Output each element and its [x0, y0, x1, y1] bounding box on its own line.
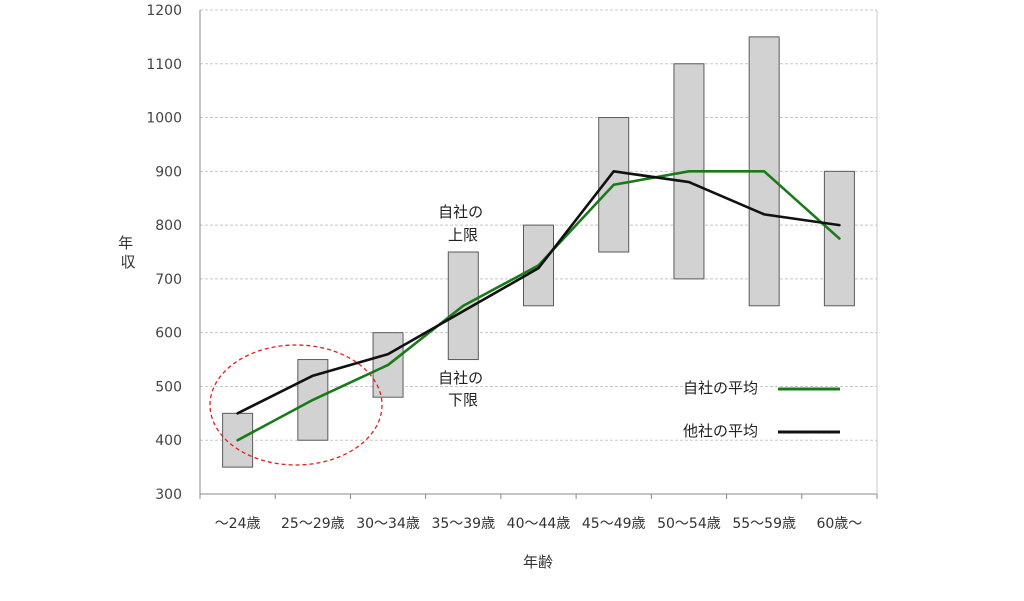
x-axis-label: 年齢 — [523, 553, 553, 571]
y-tick-label: 900 — [155, 164, 182, 180]
series-lines — [236, 170, 841, 442]
y-tick-label: 500 — [155, 379, 182, 395]
legend-label-own: 自社の平均 — [683, 379, 758, 397]
x-tick-label: 25〜29歳 — [281, 516, 345, 532]
annotation-lower-line-2: 下限 — [448, 391, 478, 409]
y-tick-label: 300 — [155, 487, 182, 503]
highlight-circle — [209, 344, 383, 466]
y-tick-labels: 300 400 500 600 700 800 900 1000 1100 1200 — [146, 3, 182, 503]
x-tick-label: 40〜44歳 — [507, 516, 571, 532]
y-tick-label: 800 — [155, 218, 182, 234]
x-tick-label: 30〜34歳 — [356, 516, 420, 532]
y-tick-label: 600 — [155, 326, 182, 342]
annotation-upper: 自社の 上限 — [438, 203, 488, 244]
annotation-lower: 自社の 下限 — [438, 369, 488, 409]
y-axis-label-char-1: 年 — [118, 234, 133, 252]
series-line-other — [236, 170, 841, 415]
x-tick-label: 50〜54歳 — [657, 516, 721, 532]
x-tick-labels: 〜24歳 25〜29歳 30〜34歳 35〜39歳 40〜44歳 45〜49歳 50〜54歳… — [215, 516, 863, 532]
range-boxes — [222, 36, 855, 468]
x-tick-label: 60歳〜 — [816, 516, 862, 532]
y-tick-label: 1000 — [146, 111, 182, 127]
y-tick-label: 1100 — [146, 57, 182, 73]
y-tick-label: 700 — [155, 272, 182, 288]
legend-label-other: 他社の平均 — [683, 422, 758, 440]
x-tick-label: 45〜49歳 — [582, 516, 646, 532]
y-axis-label-char-2: 収 — [120, 253, 135, 271]
x-tick-label: 〜24歳 — [215, 516, 261, 532]
x-tick-label: 35〜39歳 — [431, 516, 495, 532]
annotation-lower-line-1: 自社の — [438, 369, 483, 387]
annotation-upper-line-2: 上限 — [448, 226, 478, 244]
y-tick-label: 400 — [155, 433, 182, 449]
series-line-own — [236, 170, 841, 442]
annotation-upper-line-1: 自社の — [438, 203, 483, 221]
legend: 自社の平均 他社の平均 — [683, 379, 840, 440]
y-tick-label: 1200 — [146, 3, 182, 19]
y-axis-label: 年 収 — [118, 234, 138, 271]
x-tick-label: 55〜59歳 — [732, 516, 796, 532]
